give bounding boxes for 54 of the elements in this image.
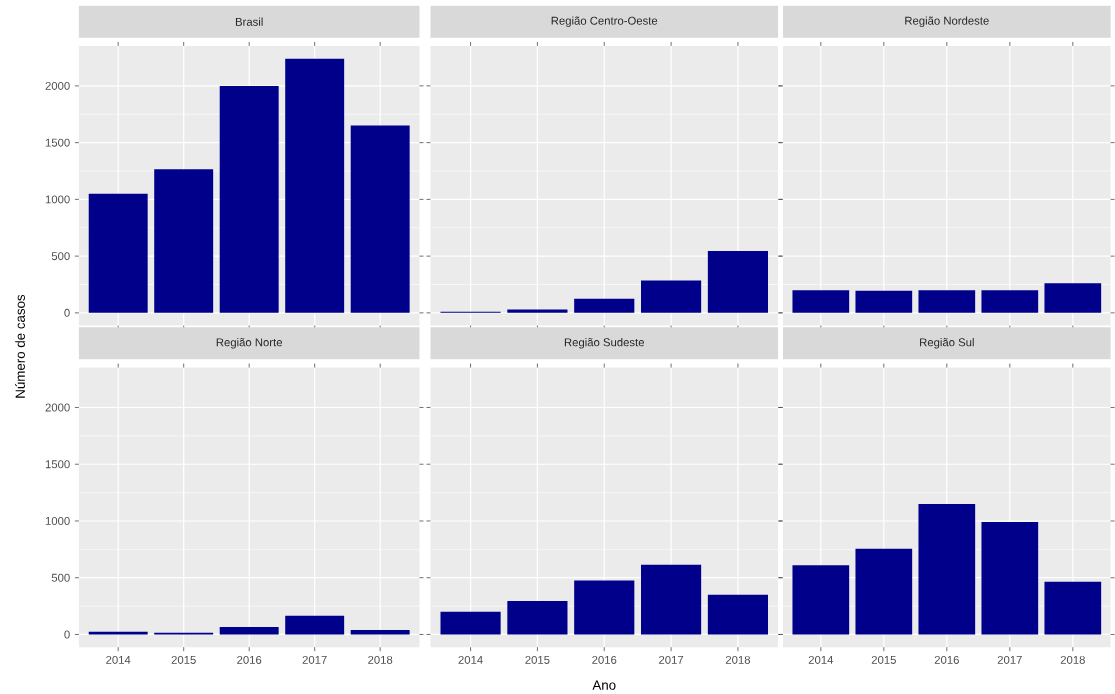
y-tick-label: 1000 <box>45 516 70 525</box>
bar <box>350 125 410 313</box>
bar <box>285 58 345 313</box>
x-tick-label: 2016 <box>592 655 617 664</box>
x-tick-label: 2016 <box>934 655 959 664</box>
x-tick-label: 2014 <box>458 655 483 664</box>
x-tick-label: 2014 <box>808 655 834 664</box>
x-tick-label: 2018 <box>1060 655 1085 664</box>
bar <box>641 280 702 313</box>
bar <box>641 564 702 635</box>
y-tick-label: 500 <box>51 252 70 261</box>
chart-title: Região Centro-Oeste <box>551 16 658 27</box>
y-tick-label: 500 <box>51 573 70 582</box>
bar <box>707 594 769 635</box>
bar <box>88 193 148 313</box>
x-tick-label: 2016 <box>237 655 262 664</box>
bar <box>1044 581 1102 635</box>
bar <box>855 548 913 635</box>
x-tick-label: 2015 <box>525 655 550 664</box>
chart-title: Região Nordeste <box>905 16 989 27</box>
bar <box>507 600 568 635</box>
x-tick-label: 2017 <box>997 655 1022 664</box>
y-tick-label: 2000 <box>45 81 70 90</box>
x-axis-title: Ano <box>592 680 616 690</box>
bar <box>792 565 850 635</box>
bar <box>918 503 976 635</box>
chart-title: Região Norte <box>216 337 282 349</box>
bar <box>440 611 501 635</box>
bar <box>219 626 279 635</box>
x-tick-label: 2018 <box>725 655 751 664</box>
x-tick-label: 2015 <box>871 655 896 664</box>
bar <box>285 615 345 635</box>
y-tick-label: 1000 <box>45 195 70 204</box>
bar <box>154 169 214 313</box>
bar <box>219 85 279 313</box>
bar <box>574 298 635 313</box>
x-tick-label: 2015 <box>171 655 196 664</box>
y-tick-label: 0 <box>64 308 70 317</box>
x-tick-label: 2014 <box>106 655 131 664</box>
x-tick-label: 2018 <box>368 655 393 664</box>
chart-title: Brasil <box>235 17 263 26</box>
y-axis-title: Número de casos <box>15 294 25 398</box>
y-tick-label: 0 <box>64 630 70 639</box>
y-tick-label: 1500 <box>45 138 70 147</box>
chart-title: Região Sudeste <box>564 337 644 349</box>
chart-title: Região Sul <box>920 337 974 349</box>
bar <box>507 309 568 313</box>
y-tick-label: 1500 <box>45 460 70 469</box>
bar <box>981 522 1039 635</box>
x-tick-label: 2017 <box>659 655 684 664</box>
y-tick-label: 2000 <box>45 403 70 412</box>
bar <box>574 580 635 635</box>
x-tick-label: 2017 <box>302 655 327 664</box>
bar <box>707 250 769 313</box>
